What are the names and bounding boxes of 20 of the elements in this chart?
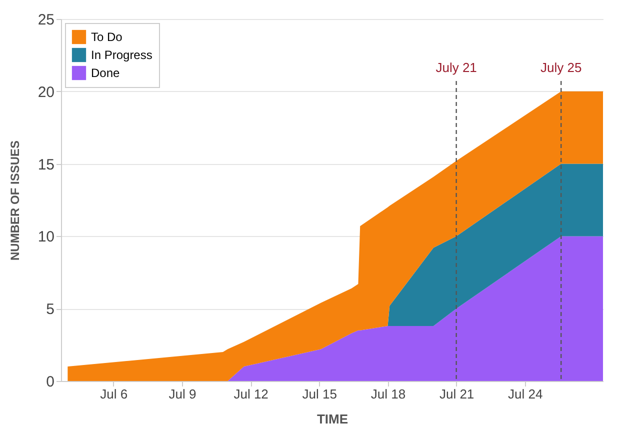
y-tick-label: 25 [38,12,54,28]
ref-line-label: July 25 [540,60,582,75]
legend-label: To Do [91,30,123,44]
ref-line-label: July 21 [436,60,477,75]
x-tick-label: Jul 12 [234,386,268,402]
x-tick-label: Jul 15 [302,386,337,402]
y-tick-label: 15 [38,156,54,174]
x-tick-label: Jul 9 [168,386,196,402]
x-tick-label: Jul 18 [370,386,406,402]
y-tick-label: 5 [46,301,54,318]
x-axis-title: TIME [316,412,348,426]
y-tick-label: 10 [38,228,54,246]
y-tick-label: 0 [46,374,54,390]
legend-label: In Progress [91,48,152,62]
x-tick-label: Jul 24 [508,386,543,402]
y-axis-title: NUMBER OF ISSUES [8,140,22,261]
legend-label: Done [91,66,120,80]
y-tick-label: 20 [38,84,54,101]
x-tick-label: Jul 6 [100,386,128,402]
x-tick-label: Jul 21 [439,386,474,402]
